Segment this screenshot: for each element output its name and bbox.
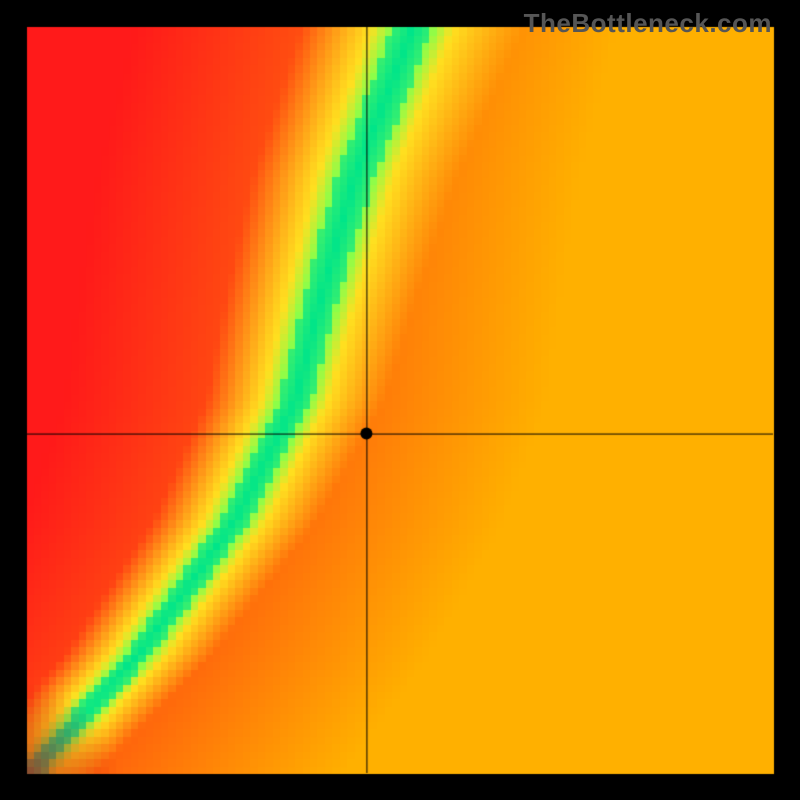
bottleneck-heatmap — [0, 0, 800, 800]
watermark-label: TheBottleneck.com — [524, 8, 772, 39]
